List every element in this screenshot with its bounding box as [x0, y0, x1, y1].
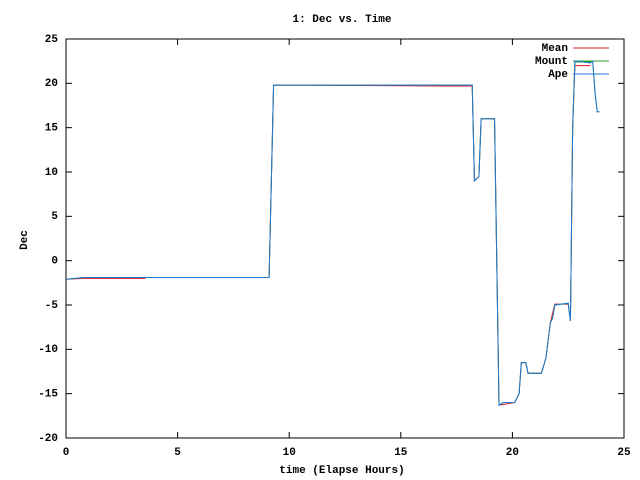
plot-border	[65, 38, 625, 439]
x-axis-label: time (Elapse Hours)	[279, 465, 404, 477]
x-tick-label: 25	[617, 447, 631, 459]
series-line	[65, 61, 600, 407]
y-axis-label: Dec	[19, 230, 31, 250]
y-tick-label: 25	[45, 34, 59, 46]
y-tick-label: 20	[45, 78, 58, 90]
y-tick-label: 15	[45, 123, 59, 135]
x-tick-label: 0	[63, 447, 70, 459]
series-line	[65, 65, 591, 406]
y-tick-label: 5	[51, 211, 58, 223]
chart-title: 1: Dec vs. Time	[292, 14, 391, 26]
x-tick-label: 20	[506, 447, 519, 459]
y-tick-label: 0	[51, 256, 58, 268]
series-line	[65, 60, 600, 407]
x-tick-label: 5	[174, 447, 181, 459]
legend-label: Ape	[548, 69, 568, 81]
y-tick-label: -5	[45, 300, 59, 312]
y-tick-label: 10	[45, 167, 58, 179]
y-tick-label: -10	[38, 344, 58, 356]
x-tick-label: 10	[283, 447, 296, 459]
y-tick-label: -20	[38, 433, 58, 445]
legend-label: Mount	[535, 56, 568, 68]
legend-label: Mean	[542, 43, 568, 55]
x-tick-label: 15	[394, 447, 408, 459]
y-tick-label: -15	[38, 389, 58, 401]
